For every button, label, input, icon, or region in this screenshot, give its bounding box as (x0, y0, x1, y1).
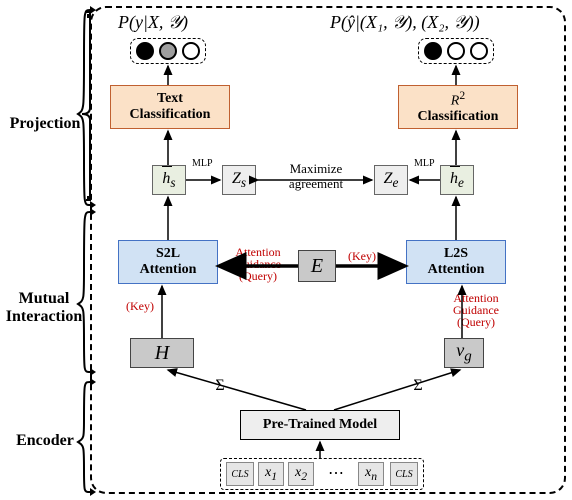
token-cls-left: CLS (226, 462, 254, 486)
token-dots: ⋯ (318, 462, 354, 486)
token-cls-right: CLS (390, 462, 418, 486)
e-box: E (298, 250, 336, 282)
he-bar-box: he (440, 165, 474, 195)
text-classification-box: Text Classification (110, 85, 230, 129)
ze-label: Ze (384, 170, 399, 191)
prob-right: P(ŷ|(X₁, 𝒴), (X₂, 𝒴)) (330, 12, 480, 33)
vg-box: vg (444, 338, 484, 368)
key-right: (Key) (348, 250, 376, 262)
r2-classification-label: R2Classification (418, 89, 499, 126)
section-label-projection: Projection (4, 115, 86, 133)
token-xn-label: xn (365, 465, 377, 483)
zs-label: Zs (232, 170, 246, 191)
h-box: H (130, 338, 194, 368)
out-left-c1 (136, 42, 154, 60)
key-left: (Key) (126, 300, 154, 312)
mlp-right-label: MLP (414, 158, 435, 169)
vg-label: vg (456, 340, 472, 366)
out-right-c2 (447, 42, 465, 60)
pretrained-model-box: Pre-Trained Model (240, 410, 400, 440)
out-left-c2 (159, 42, 177, 60)
sigma-left: Σ (210, 376, 230, 396)
token-x2: x2 (288, 462, 314, 486)
token-x2-label: x2 (295, 465, 307, 483)
token-x1: x1 (258, 462, 284, 486)
section-label-mutual: Mutual Interaction (0, 290, 88, 326)
prob-left: P(y|X, 𝒴) (118, 12, 188, 33)
out-right-c1 (424, 42, 442, 60)
token-x1-label: x1 (265, 465, 277, 483)
zs-box: Zs (222, 165, 256, 195)
r2-classification-box: R2Classification (398, 85, 518, 129)
token-xn: xn (358, 462, 384, 486)
out-right-c3 (470, 42, 488, 60)
mlp-left-label: MLP (192, 158, 213, 169)
maximize-agreement-label: Maximize agreement (268, 160, 364, 194)
diagram-canvas: Projection Mutual Interaction Encoder P(… (0, 0, 572, 500)
attn-guidance-right: Attention Guidance (Query) (444, 292, 508, 328)
s2l-attention-box: S2L Attention (118, 240, 218, 284)
hs-bar-box: hs (152, 165, 186, 195)
he-bar-label: he (450, 170, 464, 191)
attn-guidance-left: Attention Guidance (Query) (226, 246, 290, 282)
sigma-right: Σ (408, 376, 428, 396)
l2s-attention-box: L2S Attention (406, 240, 506, 284)
section-label-encoder: Encoder (8, 432, 82, 450)
hs-bar-label: hs (162, 170, 175, 191)
out-left-c3 (182, 42, 200, 60)
ze-box: Ze (374, 165, 408, 195)
